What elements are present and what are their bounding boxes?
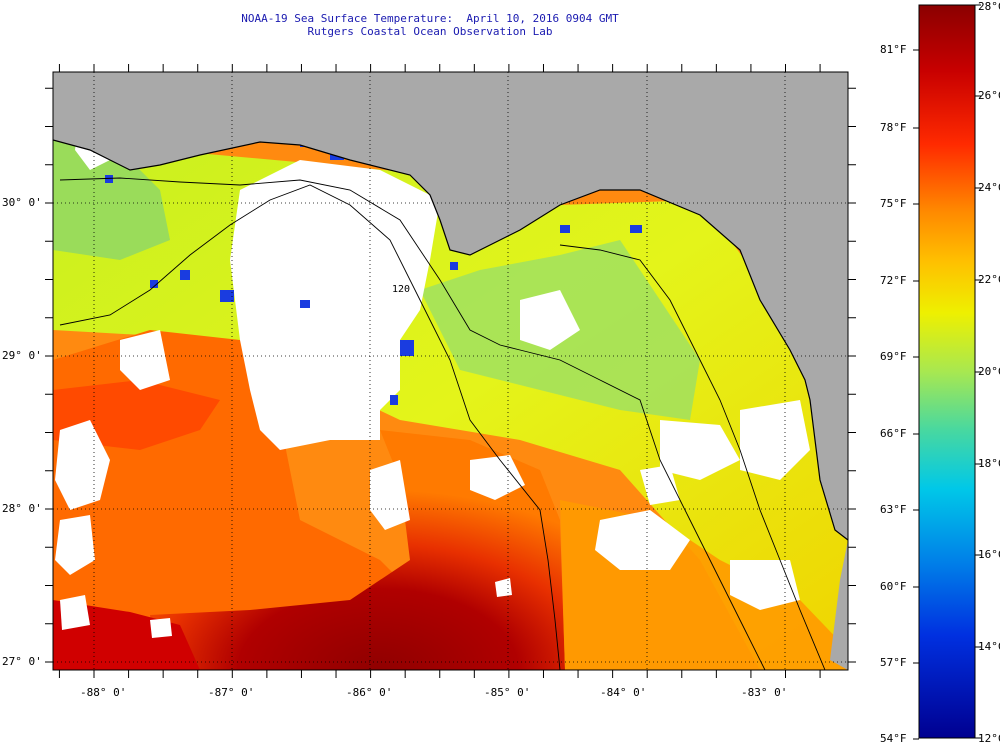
lon-label: -85° 0' bbox=[484, 686, 531, 699]
cool-patch-west bbox=[53, 140, 170, 260]
colorbar-fahrenheit-label: 81°F bbox=[880, 43, 907, 56]
lat-label: 28° 0' bbox=[2, 502, 42, 515]
axis-ticks bbox=[45, 64, 856, 678]
colorbar-celsius-label: 24°C bbox=[978, 181, 1000, 194]
lat-label: 30° 0' bbox=[2, 196, 42, 209]
lon-label: -88° 0' bbox=[80, 686, 127, 699]
graticule bbox=[53, 72, 848, 670]
colorbar bbox=[918, 4, 976, 739]
colorbar-fahrenheit-label: 63°F bbox=[880, 503, 907, 516]
lon-label: -84° 0' bbox=[600, 686, 647, 699]
map-subtitle: Rutgers Coastal Ocean Observation Lab bbox=[307, 25, 553, 38]
coastline bbox=[53, 139, 848, 541]
lon-label: -83° 0' bbox=[741, 686, 788, 699]
contour-label: 120 bbox=[392, 284, 410, 295]
colorbar-fahrenheit-label: 78°F bbox=[880, 121, 907, 134]
lat-label: 27° 0' bbox=[2, 655, 42, 668]
colorbar-celsius-label: 14°C bbox=[978, 640, 1000, 653]
colorbar-fahrenheit-label: 60°F bbox=[880, 580, 907, 593]
colorbar-celsius-label: 16°C bbox=[978, 548, 1000, 561]
colorbar-fahrenheit-label: 69°F bbox=[880, 350, 907, 363]
colorbar-celsius-label: 18°C bbox=[978, 457, 1000, 470]
lat-label: 29° 0' bbox=[2, 349, 42, 362]
colorbar-fahrenheit-label: 75°F bbox=[880, 197, 907, 210]
colorbar-celsius-label: 28°C bbox=[978, 0, 1000, 13]
colorbar-celsius-label: 22°C bbox=[978, 273, 1000, 286]
colorbar-fahrenheit-label: 72°F bbox=[880, 274, 907, 287]
colorbar-celsius-label: 26°C bbox=[978, 89, 1000, 102]
warm-core bbox=[150, 430, 565, 670]
colorbar-celsius-label: 12°C bbox=[978, 732, 1000, 745]
lon-label: -87° 0' bbox=[208, 686, 255, 699]
land bbox=[53, 72, 848, 540]
colorbar-celsius-label: 20°C bbox=[978, 365, 1000, 378]
colorbar-ticks bbox=[913, 4, 981, 740]
colorbar-fahrenheit-label: 57°F bbox=[880, 656, 907, 669]
lon-label: -86° 0' bbox=[346, 686, 393, 699]
plot-frame bbox=[52, 71, 849, 671]
colorbar-fahrenheit-label: 66°F bbox=[880, 427, 907, 440]
bathymetry-contours bbox=[59, 177, 826, 670]
colorbar-fahrenheit-label: 54°F bbox=[880, 732, 907, 745]
map-title: NOAA-19 Sea Surface Temperature: April 1… bbox=[241, 12, 619, 25]
land-south bbox=[830, 540, 848, 670]
warm-sw bbox=[53, 600, 200, 670]
